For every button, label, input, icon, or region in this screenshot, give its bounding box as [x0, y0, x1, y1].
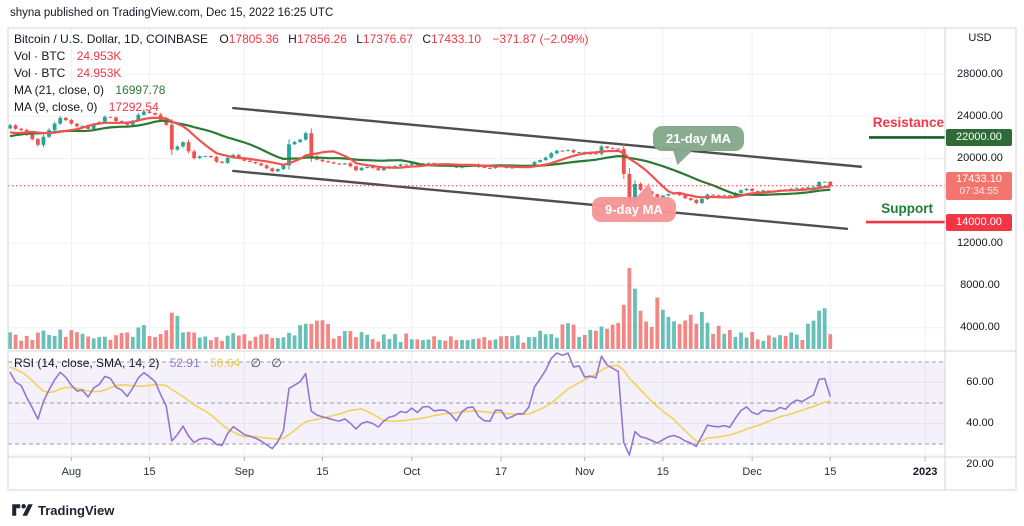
resistance-price-badge: 22000.00: [946, 128, 1012, 146]
open-value: 17805.36: [228, 32, 279, 46]
tradingview-mark-icon: [12, 504, 33, 516]
ma9-callout-text: 9-day MA: [605, 202, 663, 217]
time-tick-label: Sep: [234, 466, 255, 478]
price-axis-currency: USD: [968, 32, 992, 44]
low-value: 17376.67: [362, 32, 413, 46]
volume-value: 24.953K: [76, 66, 122, 80]
time-tick-label: 15: [656, 466, 669, 478]
time-tick-label: Aug: [61, 466, 82, 478]
ma21-callout-text: 21-day MA: [666, 131, 732, 146]
publish-attribution: shyna published on TradingView.com, Dec …: [10, 7, 334, 19]
tradingview-wordmark: TradingView: [38, 502, 115, 518]
time-tick-label: 2023: [912, 466, 938, 478]
rsi-sma-value: 50.64: [210, 356, 241, 370]
volume-label: Vol · BTC: [14, 66, 66, 80]
symbol-title: Bitcoin / U.S. Dollar, 1D, COINBASE: [14, 32, 209, 46]
tradingview-logo[interactable]: TradingView: [12, 502, 114, 518]
time-tick-label: Dec: [742, 466, 762, 478]
price-axis-label: 8000.00: [960, 279, 1000, 291]
time-tick-label: 15: [143, 466, 156, 478]
bar-countdown: 07:34:55: [959, 186, 999, 198]
close-label: C: [422, 32, 431, 46]
ma9-legend-row: MA (9, close, 0) 17292.54: [14, 99, 588, 116]
high-value: 17856.26: [296, 32, 347, 46]
ma9-label: MA (9, close, 0): [14, 100, 98, 114]
price-axis-label: 28000.00: [957, 67, 1003, 80]
price-axis-label: 4000.00: [960, 321, 1000, 334]
time-tick-label: Oct: [403, 466, 421, 478]
rsi-value: 52.91: [169, 356, 200, 370]
time-tick-label: 15: [316, 466, 329, 478]
time-tick-label: 17: [494, 466, 508, 478]
symbol-legend-row: Bitcoin / U.S. Dollar, 1D, COINBASE O178…: [14, 31, 588, 48]
rsi-axis-label: 40.00: [966, 417, 994, 429]
time-tick-label: 15: [824, 466, 837, 478]
rsi-legend: RSI (14, close, SMA, 14, 2) 52.91 50.64 …: [14, 356, 282, 370]
ma21-value: 16997.78: [115, 83, 166, 97]
volume-legend-row: Vol · BTC 24.953K: [14, 48, 588, 65]
open-label: O: [219, 32, 229, 46]
ma21-legend-row: MA (21, close, 0) 16997.78: [14, 82, 588, 99]
change-value: −371.87 (−2.09%): [492, 32, 589, 46]
ma21-label: MA (21, close, 0): [14, 83, 105, 97]
time-tick-label: Nov: [574, 466, 595, 478]
ma9-value: 17292.54: [108, 100, 159, 114]
price-axis-label: 12000.00: [957, 236, 1003, 249]
rsi-axis-label: 20.00: [966, 458, 994, 470]
support-annotation-label: Support: [881, 201, 933, 216]
close-value: 17433.10: [431, 32, 482, 46]
ma9-callout-bubble: 9-day MA: [592, 183, 676, 222]
volume-value: 24.953K: [76, 49, 122, 63]
last-price-value: 17433.10: [956, 173, 1002, 186]
resistance-annotation-label: Resistance: [872, 115, 944, 130]
chart-legend: Bitcoin / U.S. Dollar, 1D, COINBASE O178…: [14, 31, 588, 116]
ma21-callout-bubble: 21-day MA: [653, 126, 745, 165]
price-axis-label: 24000.00: [957, 109, 1003, 122]
last-price-badge: 17433.10 07:34:55: [946, 172, 1012, 201]
volume-label: Vol · BTC: [14, 49, 66, 63]
support-price-badge: 14000.00: [946, 213, 1012, 231]
volume-legend-row: Vol · BTC 24.953K: [14, 65, 588, 82]
rsi-label: RSI (14, close, SMA, 14, 2): [14, 356, 160, 370]
rsi-axis-label: 60.00: [966, 376, 994, 388]
low-label: L: [356, 32, 363, 46]
high-label: H: [288, 32, 297, 46]
rsi-empty-value: ∅: [271, 356, 282, 370]
price-axis-label: 20000.00: [957, 152, 1003, 165]
rsi-empty-value: ∅: [250, 356, 261, 370]
